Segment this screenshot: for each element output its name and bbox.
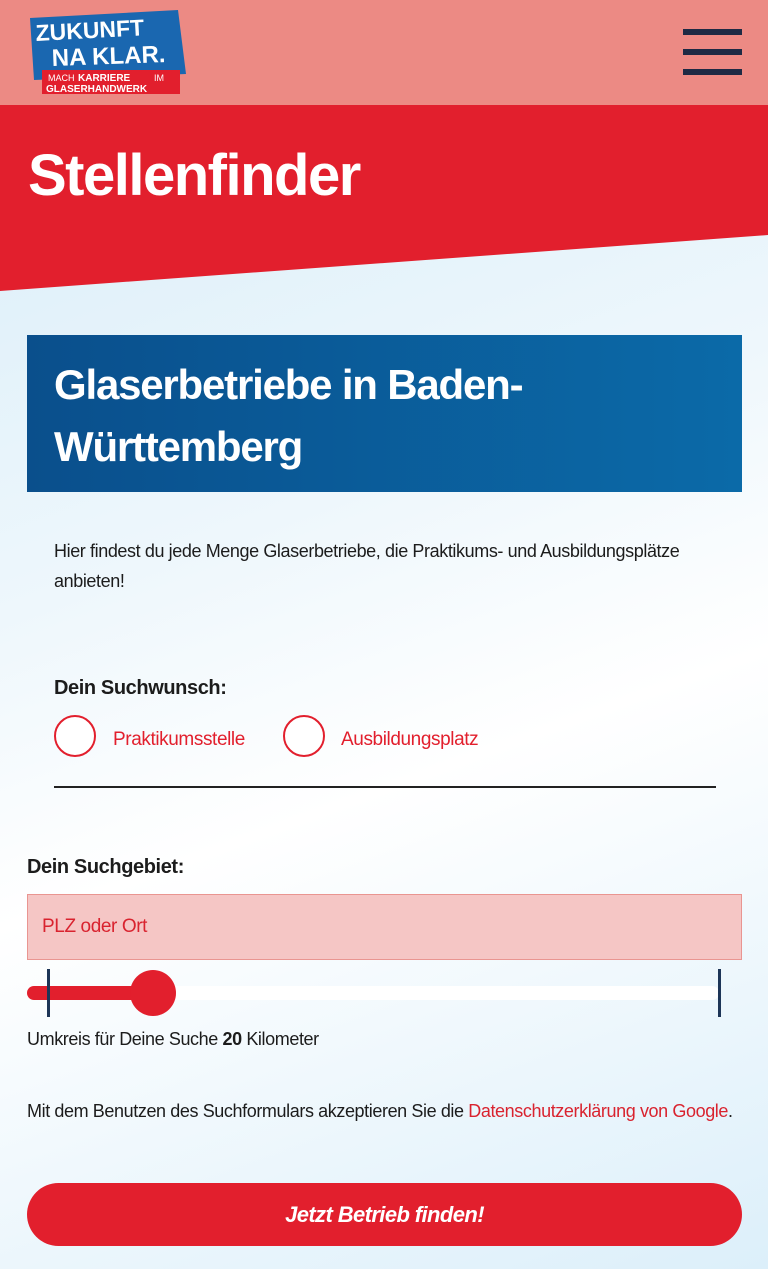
consent-link[interactable]: Datenschutzerklärung von Google [468, 1101, 729, 1121]
radio[interactable] [54, 715, 96, 757]
intro-text: Hier findest du jede Menge Glaserbetrieb… [54, 541, 680, 591]
radius-unit: Kilometer [246, 1029, 319, 1049]
heading-box [27, 335, 742, 492]
top-bar: ZUKUNFT NA KLAR. MACH KARRIERE IM GLASER… [0, 0, 768, 105]
wish-label: Dein Suchwunsch: [54, 677, 227, 699]
consent: Mit dem Benutzen des Suchformulars akzep… [27, 1101, 733, 1122]
logo-tag: KARRIERE [78, 73, 131, 84]
logo-tag: IM [154, 73, 164, 83]
section-heading: Glaserbetriebe in Baden-Württemberg [54, 361, 524, 470]
menu-bar[interactable] [683, 49, 742, 55]
logo-tag: MACH [48, 73, 75, 83]
radius-text: Umkreis für Deine Suche 20 Kilometer [27, 1029, 319, 1050]
logo-line: NA KLAR. [51, 41, 166, 72]
header-band [0, 105, 768, 291]
option-label[interactable]: Praktikumsstelle [113, 729, 245, 750]
radio[interactable] [283, 715, 325, 757]
area-input[interactable] [27, 894, 742, 960]
page-title: Stellenfinder [28, 143, 361, 208]
placeholder: PLZ oder Ort [42, 916, 148, 937]
slider-tick [718, 969, 721, 1017]
slider-tick [47, 969, 50, 1017]
consent-end: . [728, 1101, 733, 1121]
logo[interactable]: ZUKUNFT NA KLAR. MACH KARRIERE IM GLASER… [26, 8, 191, 98]
logo-tag: GLASERHANDWERK [46, 84, 148, 95]
slider-handle[interactable] [130, 970, 176, 1016]
submit-button[interactable]: Jetzt Betrieb finden! [27, 1183, 742, 1246]
consent-text: Mit dem Benutzen des Suchformulars akzep… [27, 1101, 464, 1121]
option-label[interactable]: Ausbildungsplatz [341, 729, 479, 750]
divider [54, 786, 716, 788]
radius-value: 20 [222, 1029, 242, 1049]
menu-bar[interactable] [683, 69, 742, 75]
slider-fill [27, 986, 157, 1000]
menu-bar[interactable] [683, 29, 742, 35]
area-label: Dein Suchgebiet: [27, 856, 184, 878]
logo-line: ZUKUNFT [35, 14, 145, 46]
slider-track[interactable] [27, 986, 719, 1000]
radius-prefix: Umkreis für Deine Suche [27, 1029, 218, 1049]
